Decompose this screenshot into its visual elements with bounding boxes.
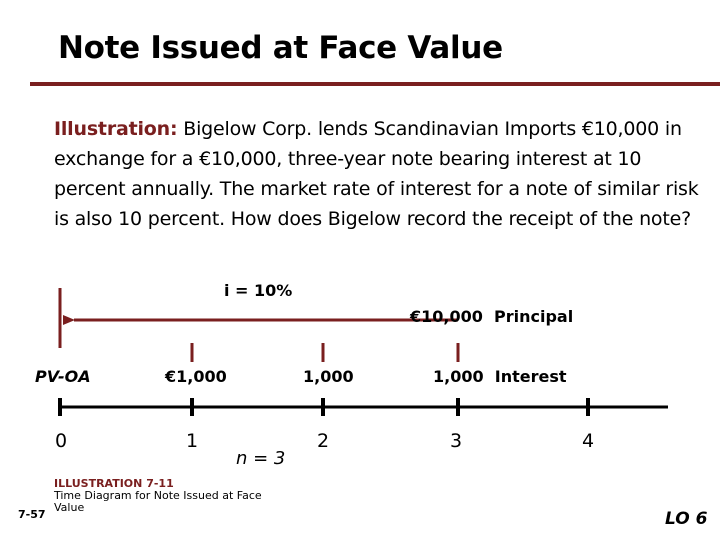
caption-text: Time Diagram for Note Issued at Face Val… xyxy=(54,489,262,514)
learning-objective: LO 6 xyxy=(665,509,708,529)
page-number: 7-57 xyxy=(18,508,46,521)
principal-label: €10,000 Principal xyxy=(410,307,574,326)
period-0: 0 xyxy=(55,430,68,452)
interest-value-2: 1,000 xyxy=(303,367,354,386)
pv-label: PV-OA xyxy=(35,367,91,386)
illustration-paragraph: Illustration: Bigelow Corp. lends Scandi… xyxy=(54,114,704,234)
title-divider xyxy=(30,82,720,86)
slide-title: Note Issued at Face Value xyxy=(58,30,503,66)
illustration-text: Bigelow Corp. lends Scandinavian Imports… xyxy=(54,118,699,230)
period-1: 1 xyxy=(186,430,199,452)
interest-value-1: €1,000 xyxy=(165,367,227,386)
illustration-lead: Illustration: xyxy=(54,118,178,140)
rate-label: i = 10% xyxy=(224,281,293,300)
period-2: 2 xyxy=(317,430,330,452)
n-label: n = 3 xyxy=(236,448,286,469)
interest-value-3: 1,000 Interest xyxy=(433,367,567,386)
period-4: 4 xyxy=(582,430,595,452)
caption-heading: ILLUSTRATION 7-11 xyxy=(54,477,174,490)
figure-caption: ILLUSTRATION 7-11 Time Diagram for Note … xyxy=(54,478,294,514)
period-3: 3 xyxy=(450,430,463,452)
